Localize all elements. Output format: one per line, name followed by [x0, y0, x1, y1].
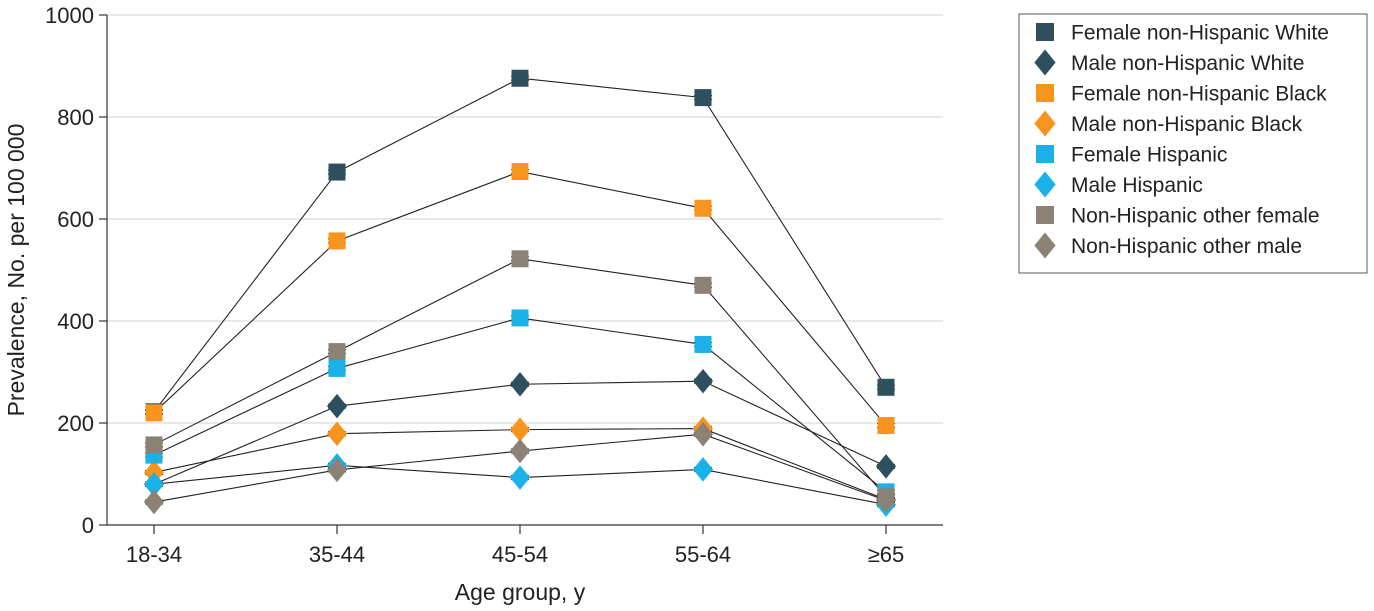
- data-point: [328, 232, 346, 250]
- data-point: [511, 250, 529, 268]
- legend-label: Non-Hispanic other female: [1071, 205, 1320, 228]
- data-point: [694, 276, 712, 294]
- legend-label: Female non-Hispanic Black: [1071, 83, 1327, 106]
- data-point: [328, 359, 346, 377]
- legend-label: Female Hispanic: [1071, 144, 1227, 167]
- x-tick-label: 18-34: [126, 542, 182, 567]
- legend-marker-diamond: [1034, 110, 1056, 137]
- data-point: [145, 404, 163, 422]
- x-tick-label: 45-54: [492, 542, 548, 567]
- data-point: [875, 488, 897, 513]
- y-tick-label: 0: [82, 513, 94, 538]
- legend-box: [1018, 13, 1368, 274]
- data-point: [511, 309, 529, 327]
- gridlines: [107, 14, 943, 424]
- data-point: [143, 471, 165, 497]
- data-point: [328, 163, 346, 181]
- x-axis-title: Age group, y: [455, 579, 586, 605]
- data-point: [877, 417, 895, 435]
- x-tick-label: ≥65: [868, 542, 905, 567]
- y-tick-label: 200: [57, 411, 94, 436]
- legend-marker-square: [1036, 206, 1054, 224]
- y-tick-label: 800: [57, 105, 94, 130]
- series-line: [153, 77, 887, 413]
- legend-marker-diamond: [1034, 232, 1056, 259]
- legend-label: Male non-Hispanic Black: [1071, 113, 1303, 136]
- data-point: [694, 89, 712, 107]
- legend-label: Non-Hispanic other male: [1071, 235, 1302, 258]
- data-point: [328, 343, 346, 361]
- data-point: [694, 199, 712, 217]
- legend-items: Female non-Hispanic White Male non-Hispan…: [1034, 22, 1329, 259]
- data-point: [875, 454, 897, 479]
- data-point: [509, 417, 531, 442]
- data-point: [145, 436, 163, 454]
- y-tick-label: 1000: [45, 3, 94, 28]
- data-point: [692, 421, 714, 447]
- data-point: [511, 69, 529, 87]
- data-point: [692, 457, 714, 482]
- y-axis-title: Prevalence, No. per 100 000: [3, 124, 29, 417]
- data-point: [877, 378, 895, 396]
- data-point: [692, 368, 714, 394]
- x-tick-label: 55-64: [675, 542, 731, 567]
- axes: [106, 15, 943, 526]
- data-point: [326, 457, 348, 483]
- data-point: [326, 421, 348, 446]
- data-point: [326, 393, 348, 419]
- legend-label: Male non-Hispanic White: [1071, 52, 1304, 75]
- series-markers: [143, 69, 897, 517]
- legend-label: Male Hispanic: [1071, 174, 1203, 197]
- legend-marker-square: [1036, 145, 1054, 163]
- data-point: [694, 335, 712, 353]
- y-ticks: 0 200 400 600 800 1000: [45, 3, 107, 538]
- data-point: [143, 489, 165, 515]
- legend-marker-diamond: [1034, 171, 1056, 198]
- legend-label: Female non-Hispanic White: [1071, 22, 1329, 45]
- data-point: [509, 438, 531, 464]
- data-point: [511, 163, 529, 181]
- x-tick-label: 35-44: [309, 542, 365, 567]
- y-tick-label: 600: [57, 207, 94, 232]
- data-point: [509, 372, 531, 397]
- legend-marker-diamond: [1034, 49, 1056, 76]
- legend-marker-square: [1036, 84, 1054, 102]
- data-point: [509, 465, 531, 490]
- x-ticks: 18-34 35-44 45-54 55-64 ≥65: [126, 525, 904, 567]
- y-tick-label: 400: [57, 309, 94, 334]
- legend: Female non-Hispanic White Male non-Hispan…: [1018, 13, 1368, 274]
- legend-marker-square: [1036, 23, 1054, 41]
